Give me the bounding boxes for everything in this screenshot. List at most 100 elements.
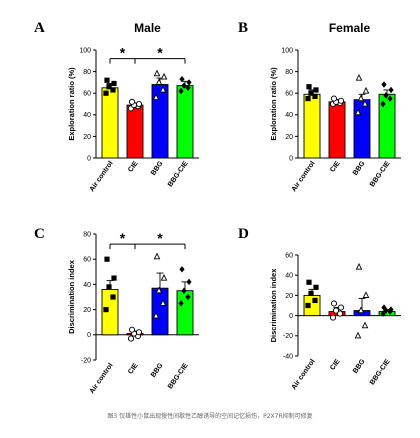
bar-bbg — [353, 99, 371, 159]
y-axis-label: Exploration ratio (%) — [269, 67, 278, 141]
y-tick-label: 40 — [83, 112, 91, 119]
bar-cie — [126, 104, 144, 159]
bar-bbg-cie — [176, 290, 194, 336]
bar-bbg — [151, 84, 169, 159]
significance-label: * — [157, 45, 163, 61]
data-point — [178, 87, 184, 95]
data-point — [357, 94, 365, 102]
data-point — [110, 294, 116, 300]
data-point — [160, 72, 168, 80]
data-point — [186, 79, 192, 86]
y-tick-label: -40 — [283, 353, 293, 360]
data-point — [181, 82, 187, 89]
data-point — [186, 278, 192, 286]
category-label: Air control — [291, 160, 317, 193]
data-point — [160, 273, 168, 281]
y-axis-label: Discrimination index — [67, 259, 76, 334]
data-point — [312, 93, 318, 100]
category-label: BBG-CIE — [369, 160, 392, 188]
y-tick-label: 80 — [285, 69, 293, 76]
data-point — [381, 304, 387, 311]
y-tick-label: 60 — [285, 91, 293, 98]
data-point — [128, 326, 136, 333]
panel-letter: A — [34, 20, 45, 36]
y-tick-label: 0 — [289, 313, 293, 320]
chart-panel-c: C -20 0 20 40 60 80 Discrimination index Air con… — [34, 226, 199, 395]
y-tick-label: 60 — [83, 257, 91, 264]
data-point — [106, 284, 112, 290]
y-axis-label: Exploration ratio (%) — [67, 67, 76, 141]
y-tick-label: 80 — [83, 69, 91, 76]
data-point — [111, 275, 117, 281]
chart-panel-b: B Female 0 20 40 60 80 100 Exploration ratio (%)… — [238, 20, 401, 193]
category-label: BBG-CIE — [369, 358, 392, 386]
data-point — [308, 290, 314, 296]
data-point — [103, 307, 109, 313]
category-label: CIE — [127, 362, 140, 376]
data-point — [337, 304, 345, 311]
data-point — [104, 256, 110, 262]
figure-caption: 图3 仅雄性小鼠出现慢性间歇性乙醇诱导的空间记忆损伤，P2X7R抑制可修复 — [107, 413, 313, 420]
data-point — [181, 287, 187, 294]
data-point — [355, 73, 363, 81]
data-point — [104, 77, 110, 83]
data-point — [308, 90, 314, 96]
y-tick-label: 20 — [285, 293, 293, 300]
data-point — [380, 100, 386, 108]
bar-air-control — [101, 87, 119, 159]
y-tick-label: 20 — [83, 134, 91, 141]
data-point — [362, 291, 370, 298]
data-point — [111, 80, 117, 87]
data-point — [179, 266, 185, 273]
bar-cie — [328, 101, 346, 159]
data-point — [306, 84, 312, 90]
data-point — [306, 279, 312, 285]
data-point — [329, 314, 337, 321]
data-point — [159, 299, 167, 306]
data-point — [357, 306, 365, 314]
data-point — [330, 300, 338, 307]
category-label: BBG — [150, 160, 165, 177]
data-point — [179, 75, 185, 83]
data-point — [135, 329, 143, 336]
data-point — [337, 97, 345, 104]
y-axis-label: Discrimination index — [269, 268, 278, 343]
data-point — [313, 284, 319, 290]
data-point — [312, 297, 318, 304]
data-point — [387, 95, 393, 102]
category-label: BBG-CIE — [167, 160, 190, 188]
category-label: CIE — [127, 160, 140, 174]
significance-label: * — [120, 230, 126, 246]
data-point — [388, 86, 394, 94]
category-label: BBG-CIE — [167, 362, 190, 390]
data-point — [305, 302, 311, 309]
y-tick-label: 0 — [87, 332, 91, 339]
data-point — [155, 78, 163, 85]
category-label: Air control — [89, 362, 115, 395]
category-label: Air control — [89, 160, 115, 193]
y-tick-label: 20 — [285, 134, 293, 141]
data-point — [355, 263, 363, 270]
data-point — [110, 87, 116, 93]
data-point — [361, 321, 369, 329]
category-label: CIE — [329, 358, 342, 372]
y-tick-label: 100 — [79, 47, 91, 54]
data-point — [383, 92, 389, 99]
data-point — [313, 87, 319, 93]
panel-title: Female — [329, 21, 371, 35]
y-tick-label: 0 — [87, 155, 91, 162]
category-label: BBG — [150, 362, 165, 379]
data-point — [354, 108, 362, 116]
bar-bbg — [151, 287, 169, 336]
data-point — [330, 95, 338, 102]
significance-label: * — [157, 230, 163, 246]
chart-panel-d: D -40 -20 0 20 40 60 Discrimination index Air co… — [238, 226, 401, 391]
bar-air-control — [303, 93, 321, 159]
y-tick-label: 60 — [83, 91, 91, 98]
data-point — [380, 310, 386, 317]
data-point — [178, 300, 184, 307]
data-point — [381, 81, 387, 88]
panel-title: Male — [134, 21, 161, 35]
data-point — [152, 311, 160, 319]
